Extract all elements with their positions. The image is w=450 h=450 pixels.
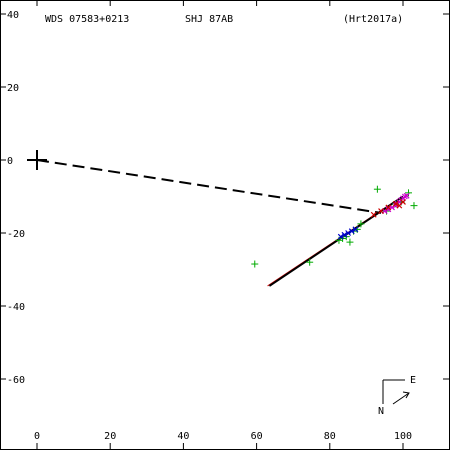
- data-point: [251, 260, 259, 268]
- data-point: [345, 230, 352, 236]
- x-tick-label: 100: [394, 431, 412, 442]
- data-point: [378, 208, 384, 215]
- compass-arrow-head: [402, 391, 410, 399]
- data-point: [352, 226, 359, 233]
- header-right: (Hrt2017a): [343, 14, 403, 25]
- compass-motion-arrow: [392, 392, 410, 405]
- y-tick-label: 0: [7, 156, 13, 167]
- data-point: [385, 204, 392, 211]
- compass-north-label: N: [378, 406, 384, 417]
- data-point: [404, 189, 412, 197]
- data-point: [373, 185, 381, 193]
- data-point: [370, 211, 377, 218]
- x-tick-label: 0: [34, 431, 40, 442]
- header-center: SHJ 87AB: [185, 14, 233, 25]
- measurement-points: [251, 185, 418, 268]
- data-point: [392, 200, 399, 207]
- data-point: [403, 192, 410, 199]
- data-point: [346, 238, 354, 246]
- y-tick-label: -40: [7, 302, 25, 313]
- data-point: [341, 231, 348, 238]
- y-tick-label: 20: [7, 83, 19, 94]
- x-tick-label: 20: [104, 431, 116, 442]
- data-point: [357, 220, 365, 228]
- separation-line: [36, 159, 382, 214]
- y-tick-label: -20: [7, 229, 25, 240]
- data-point: [400, 199, 406, 205]
- data-point: [410, 202, 418, 210]
- header-left: WDS 07583+0213: [45, 14, 129, 25]
- compass-east-label: E: [410, 375, 416, 386]
- x-tick-label: 40: [177, 431, 189, 442]
- data-point: [306, 258, 314, 266]
- data-point: [348, 228, 355, 235]
- y-tick-label: -60: [7, 375, 25, 386]
- data-point: [337, 233, 344, 240]
- x-tick-label: 80: [324, 431, 336, 442]
- y-tick-label: 40: [7, 10, 19, 21]
- data-point: [385, 206, 392, 213]
- compass: E N: [378, 375, 416, 417]
- primary-star-marker: [27, 150, 47, 170]
- x-tick-label: 60: [251, 431, 263, 442]
